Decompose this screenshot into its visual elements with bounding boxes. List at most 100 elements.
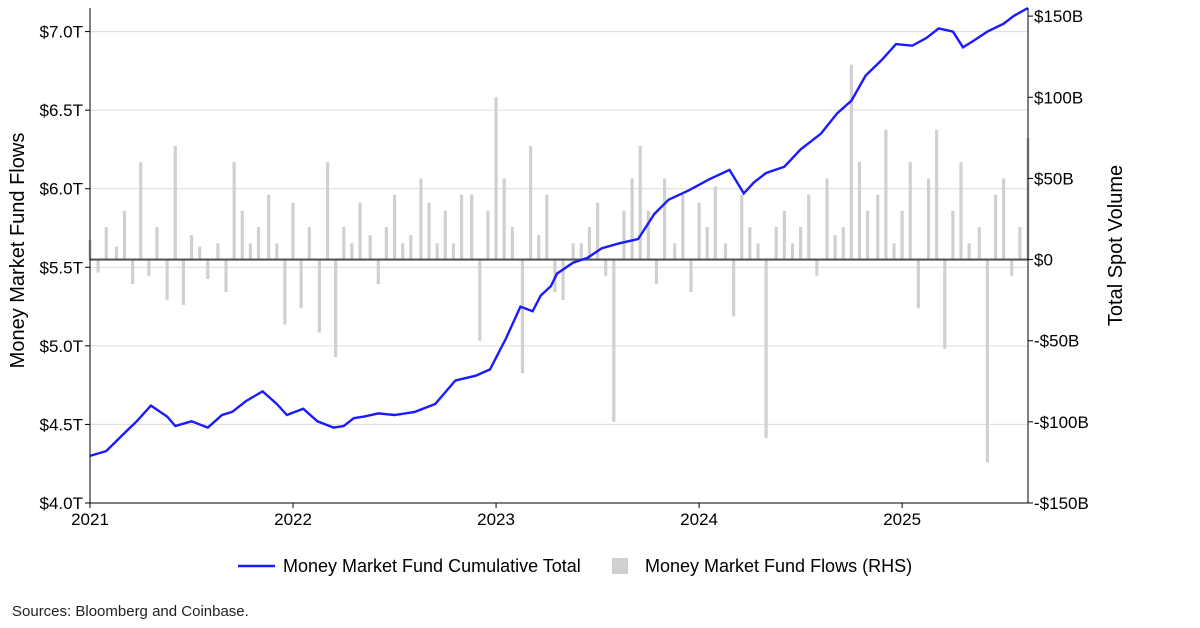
flow-bar xyxy=(587,227,592,260)
flow-bar xyxy=(799,227,803,260)
flow-bar xyxy=(435,243,439,260)
flow-bar xyxy=(342,227,346,260)
flow-bar xyxy=(419,178,423,260)
flow-bar xyxy=(325,162,330,260)
axes xyxy=(89,8,1029,504)
flow-bar xyxy=(681,194,685,260)
flow-bar xyxy=(985,259,989,463)
x-axis-ticks: 2021 2022 2023 2024 2025 xyxy=(71,503,921,529)
flow-bar xyxy=(291,202,295,260)
flow-bar xyxy=(334,259,338,357)
flow-bar xyxy=(384,227,389,260)
flow-bar xyxy=(833,235,837,260)
flow-bar xyxy=(764,259,768,439)
flow-bar xyxy=(790,243,795,260)
legend-bar-swatch xyxy=(612,558,628,574)
flow-bar xyxy=(358,202,362,260)
flow-bar xyxy=(350,243,354,260)
flow-bar xyxy=(943,259,947,349)
flow-bar xyxy=(654,259,659,284)
right-tick-label: $50B xyxy=(1034,169,1074,188)
left-tick-label: $4.0T xyxy=(40,494,83,513)
flow-bar xyxy=(662,178,667,260)
source-note: Sources: Bloomberg and Coinbase. xyxy=(12,603,249,620)
x-tick-label: 2024 xyxy=(680,510,718,529)
flow-bar xyxy=(900,210,904,260)
flow-bar xyxy=(561,259,565,301)
flow-bar xyxy=(248,243,252,260)
flow-bar xyxy=(317,259,322,333)
flow-bars xyxy=(88,64,1030,463)
flow-bar xyxy=(876,194,880,260)
x-tick-label: 2022 xyxy=(274,510,312,529)
flow-bar xyxy=(283,259,287,325)
flow-bar xyxy=(131,259,135,284)
flow-bar xyxy=(732,259,736,317)
dual-axis-chart: $4.0T $4.5T $5.0T $5.5T $6.0T $6.5T $7.0T -$15… xyxy=(7,6,1127,576)
flow-bar xyxy=(892,243,896,260)
flow-bar xyxy=(494,97,498,260)
flow-bar xyxy=(299,259,303,309)
flow-bar xyxy=(104,227,108,260)
flow-bar xyxy=(866,210,870,260)
flow-bar xyxy=(181,259,185,305)
flow-bar xyxy=(232,162,236,260)
flow-bar xyxy=(1010,259,1014,276)
flow-bar xyxy=(1002,178,1006,260)
flow-bar xyxy=(705,227,709,260)
flow-bar xyxy=(486,210,490,260)
flow-bar xyxy=(275,243,279,260)
flow-bar xyxy=(756,243,760,260)
flow-bar xyxy=(825,178,829,260)
right-axis-title: Total Spot Volume xyxy=(1105,165,1127,326)
legend: Money Market Fund Cumulative Total Money… xyxy=(238,556,912,576)
flow-bar xyxy=(1018,227,1022,260)
flow-bar xyxy=(646,210,650,260)
flow-bar xyxy=(122,210,127,260)
flow-bar xyxy=(951,210,955,260)
left-tick-label: $5.5T xyxy=(40,258,83,277)
right-tick-label: -$150B xyxy=(1034,494,1089,513)
left-tick-label: $6.0T xyxy=(40,180,83,199)
right-tick-label: $100B xyxy=(1034,88,1083,107)
left-tick-label: $4.5T xyxy=(40,415,83,434)
left-axis-title: Money Market Fund Flows xyxy=(7,133,29,369)
flow-bar xyxy=(206,259,210,280)
flow-bar xyxy=(857,162,862,260)
flow-bar xyxy=(604,259,608,276)
flow-bar xyxy=(114,246,118,260)
flow-bar xyxy=(392,194,397,260)
flow-bar xyxy=(740,194,744,260)
flow-bar xyxy=(807,194,811,260)
x-tick-label: 2021 xyxy=(71,510,109,529)
flow-bar xyxy=(451,243,456,260)
flow-bar xyxy=(139,162,143,260)
flow-bar xyxy=(545,194,549,260)
flow-bar xyxy=(977,227,981,260)
flow-bar xyxy=(689,259,693,293)
right-tick-label: $0 xyxy=(1034,251,1053,270)
flow-bar xyxy=(782,210,786,260)
flow-bar xyxy=(224,259,228,293)
flow-bar xyxy=(884,129,888,260)
flow-bar xyxy=(713,186,717,260)
flow-bar xyxy=(427,202,431,260)
flow-bar xyxy=(216,243,220,260)
flow-bar xyxy=(165,259,169,301)
flow-bar xyxy=(748,227,752,260)
flow-bar xyxy=(520,259,525,374)
left-tick-label: $6.5T xyxy=(40,101,83,120)
flow-bar xyxy=(368,235,372,260)
flow-bar xyxy=(240,210,244,260)
flow-bar xyxy=(926,178,931,260)
legend-bar-label: Money Market Fund Flows (RHS) xyxy=(645,556,912,576)
flow-bar xyxy=(849,64,853,260)
flow-bar xyxy=(612,259,616,422)
gridlines xyxy=(90,31,1028,504)
flow-bar xyxy=(993,194,998,260)
right-tick-label: -$100B xyxy=(1034,413,1089,432)
flow-bar xyxy=(96,259,100,273)
flow-bar xyxy=(173,145,177,260)
flow-bar xyxy=(376,259,380,284)
